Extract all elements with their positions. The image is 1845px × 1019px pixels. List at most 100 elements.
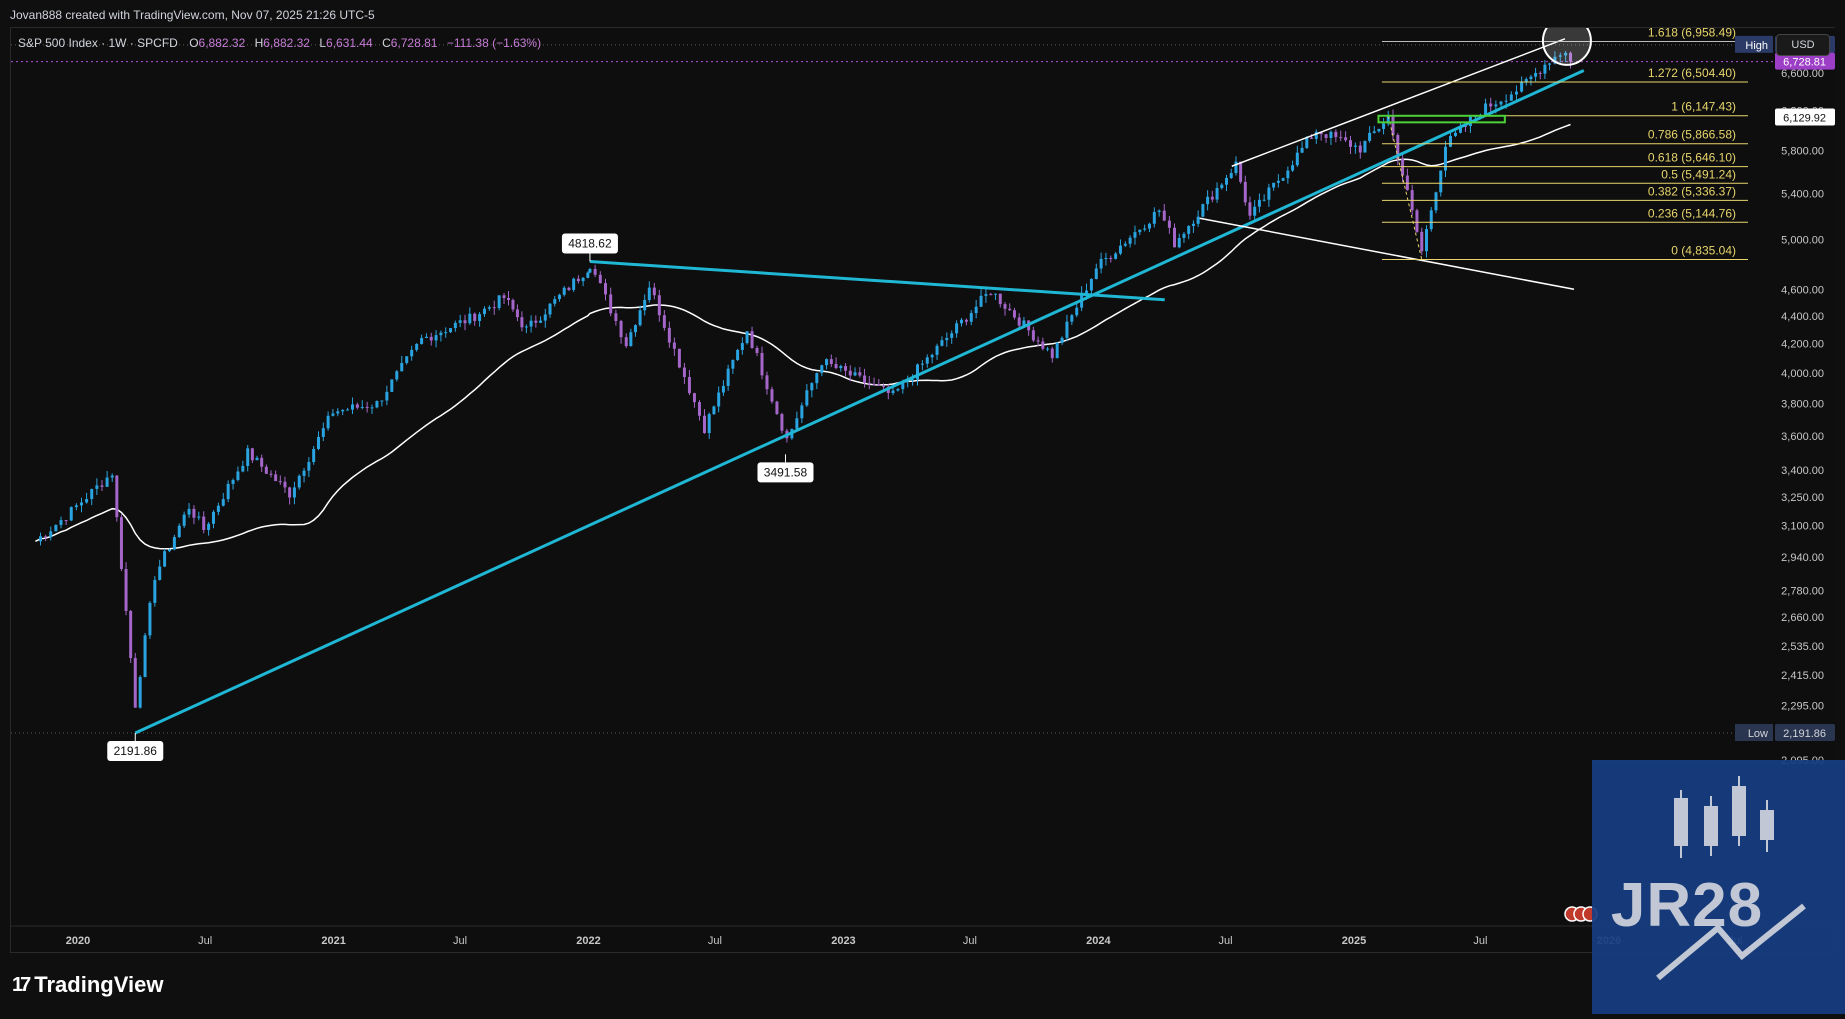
candle-body: [1085, 290, 1089, 294]
candle-body: [647, 287, 651, 300]
candle-body: [69, 507, 73, 521]
candle-body: [1276, 180, 1280, 183]
candle-body: [935, 345, 939, 355]
candle-body: [614, 313, 618, 321]
candle-body: [1089, 279, 1093, 291]
candle-body: [177, 525, 181, 538]
price-tick-label: 5,800.00: [1781, 146, 1824, 158]
candle-body: [1509, 94, 1513, 101]
close-value: 6,728.81: [390, 36, 438, 50]
candle-body: [1391, 115, 1395, 136]
candle-body: [302, 470, 306, 476]
candle-body: [529, 320, 533, 327]
candle-body: [163, 551, 167, 567]
candle-body: [1206, 196, 1210, 205]
candle-body: [945, 337, 949, 341]
high-price-tag-caption-bg: [1735, 35, 1773, 53]
level-price-tag: 6,129.92: [1783, 112, 1826, 124]
price-tick-label: 2,780.00: [1781, 586, 1824, 598]
candle-body: [609, 294, 613, 314]
candle-body: [44, 536, 48, 538]
candle-body: [1305, 137, 1309, 148]
candle-body: [410, 349, 414, 357]
candle-body: [439, 332, 443, 336]
candle-body: [502, 295, 506, 299]
candle-body: [497, 295, 501, 309]
candle-body: [994, 293, 998, 295]
candle-body: [810, 383, 814, 391]
candle-body: [950, 333, 954, 338]
candle-body: [629, 332, 633, 347]
currency-selector[interactable]: USD: [1776, 34, 1830, 56]
candle-body: [355, 404, 359, 408]
candle-body: [911, 379, 915, 381]
candle-body: [726, 368, 730, 386]
candle-body: [250, 448, 254, 461]
candle-body: [1225, 177, 1229, 185]
candle-body: [110, 475, 114, 478]
level-price-tag-bg: [1775, 108, 1835, 126]
candle-body: [1453, 132, 1457, 136]
symbol-name[interactable]: S&P 500 Index · 1W · SPCFD: [18, 36, 178, 50]
resistance-trend-line: [589, 260, 1165, 302]
time-tick-label: Jul: [963, 935, 977, 947]
candle-body: [1310, 137, 1314, 139]
candle-body: [770, 389, 774, 402]
candle-body: [90, 488, 94, 500]
candle-body: [182, 514, 186, 526]
candle-body: [1291, 165, 1295, 171]
channel-bottom-trend-line: [1199, 217, 1575, 291]
candle-body: [1162, 210, 1166, 221]
candle-body: [264, 466, 268, 474]
candle-body: [896, 389, 900, 391]
candle-body: [775, 401, 779, 415]
candle-body: [380, 400, 384, 402]
candle-body: [79, 502, 83, 506]
candle-body: [1339, 137, 1343, 139]
annotation-label: 4818.62: [568, 237, 612, 251]
price-tick-label: 3,600.00: [1781, 431, 1824, 443]
candle-body: [158, 566, 162, 580]
candle-body: [1569, 52, 1573, 62]
candle-body: [444, 332, 448, 334]
tradingview-brand[interactable]: 17 TradingView: [12, 972, 163, 998]
time-tick-label: Jul: [453, 935, 467, 947]
candle-body: [1094, 268, 1098, 280]
time-tick-label: Jul: [1473, 935, 1487, 947]
channel-top-trend-line: [1231, 38, 1566, 167]
candle-body: [820, 365, 824, 374]
open-value: 6,882.32: [198, 36, 246, 50]
candle-body: [1434, 192, 1438, 211]
candle-body: [1050, 348, 1054, 359]
candle-body: [1187, 225, 1191, 234]
price-chart[interactable]: 1.618 (6,958.49) 1.272 (6,504.40) 1 (6,147…: [11, 28, 1836, 954]
candle-body: [1499, 101, 1503, 105]
candle-body: [429, 336, 433, 341]
candle-body: [1060, 337, 1064, 343]
candle-body: [1377, 128, 1381, 132]
candle-body: [1262, 199, 1266, 201]
candle-body: [202, 516, 206, 530]
candle-body: [1253, 206, 1257, 216]
candle-body: [105, 477, 109, 487]
candle-body: [1201, 204, 1205, 217]
chart-frame[interactable]: 1.618 (6,958.49) 1.272 (6,504.40) 1 (6,147…: [10, 27, 1836, 954]
candle-body: [1031, 330, 1035, 341]
candle-body: [463, 320, 467, 324]
candle-body: [1353, 145, 1357, 147]
candle-body: [360, 406, 364, 408]
candle-body: [1138, 229, 1142, 233]
candle-body: [187, 508, 191, 515]
candle-body: [1401, 159, 1405, 176]
candle-body: [95, 485, 99, 489]
candle-body: [1319, 131, 1323, 135]
annotation-box: [561, 233, 618, 254]
candle-body: [1196, 216, 1200, 224]
candle-body: [1099, 258, 1103, 269]
candle-body: [405, 356, 409, 363]
candle-body: [717, 392, 721, 407]
candle-body: [1334, 131, 1338, 138]
candle-body: [800, 405, 804, 419]
candle-body: [297, 475, 301, 488]
candle-body: [765, 375, 769, 390]
